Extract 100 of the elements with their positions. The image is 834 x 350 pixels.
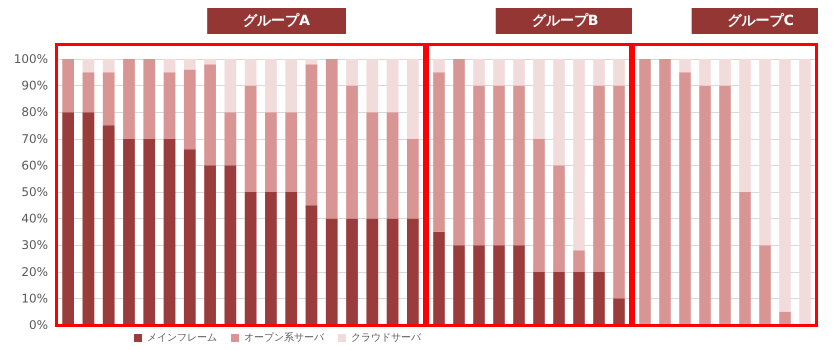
- bar: [613, 59, 625, 86]
- bar: [224, 165, 236, 325]
- bar: [306, 205, 318, 325]
- bar: [184, 59, 196, 70]
- bar: [123, 138, 135, 325]
- bar: [613, 86, 625, 298]
- bar: [760, 245, 772, 325]
- bar: [244, 192, 257, 325]
- bar: [593, 59, 605, 86]
- bar: [224, 59, 236, 112]
- bar: [680, 59, 692, 72]
- chart-title: グループB: [532, 12, 599, 29]
- bar: [62, 59, 74, 112]
- bar: [82, 112, 94, 325]
- bar: [573, 272, 585, 325]
- y-tick-label: 0%: [28, 318, 48, 332]
- bar: [164, 138, 176, 325]
- y-tick-label: 90%: [21, 78, 48, 93]
- bar: [82, 72, 94, 112]
- bar: [164, 72, 176, 139]
- bar: [760, 59, 772, 246]
- bar: [593, 86, 605, 272]
- bar: [265, 59, 277, 112]
- bar: [386, 218, 398, 325]
- bar: [473, 59, 485, 86]
- bar: [406, 138, 419, 219]
- bar: [326, 59, 338, 219]
- bar: [265, 112, 277, 192]
- bar: [800, 59, 812, 325]
- bar: [680, 72, 692, 325]
- chart-title: グループC: [728, 12, 794, 29]
- bar: [143, 59, 156, 139]
- bar: [493, 59, 505, 86]
- bar: [513, 245, 525, 325]
- bar: [306, 59, 318, 64]
- bar: [244, 86, 257, 192]
- bar: [553, 165, 565, 272]
- bar: [406, 218, 419, 325]
- legend-label: オープン系サーバ: [244, 332, 325, 344]
- bar: [493, 86, 505, 246]
- bar: [346, 86, 358, 219]
- y-tick-label: 100%: [14, 52, 48, 66]
- bar: [740, 192, 752, 325]
- bar: [533, 59, 545, 139]
- bar: [244, 59, 257, 86]
- bar: [285, 59, 298, 112]
- bar: [433, 59, 445, 72]
- bar: [513, 59, 525, 86]
- bar: [573, 59, 585, 251]
- bar: [453, 59, 465, 246]
- bar: [533, 138, 545, 272]
- bar: [553, 272, 565, 325]
- y-tick-label: 20%: [21, 264, 48, 279]
- bar: [593, 272, 605, 325]
- bar: [285, 192, 298, 325]
- bar: [366, 218, 378, 325]
- bar: [62, 112, 74, 325]
- bar: [473, 86, 485, 246]
- bar: [780, 312, 792, 325]
- bar: [184, 70, 196, 150]
- bar: [533, 272, 545, 325]
- bar: [366, 112, 378, 219]
- bar: [204, 59, 216, 64]
- chart-title: グループA: [243, 12, 310, 29]
- bar: [433, 72, 445, 232]
- bar: [204, 165, 216, 325]
- bar: [143, 138, 156, 325]
- bar: [366, 59, 378, 112]
- y-tick-label: 70%: [21, 132, 48, 146]
- bar: [204, 64, 216, 166]
- bar: [493, 245, 505, 325]
- y-tick-label: 10%: [21, 291, 48, 306]
- y-tick-label: 80%: [21, 105, 48, 120]
- bar: [406, 59, 419, 139]
- bar: [700, 86, 712, 325]
- bar: [573, 250, 585, 272]
- bar: [660, 59, 672, 325]
- bar: [780, 59, 792, 312]
- bar: [740, 59, 752, 192]
- bar: [433, 232, 445, 325]
- bar: [640, 59, 652, 325]
- bar: [82, 59, 94, 72]
- bar: [700, 59, 712, 86]
- bar: [265, 192, 277, 325]
- bar: [184, 149, 196, 325]
- bar: [306, 64, 318, 206]
- bar: [513, 86, 525, 246]
- y-tick-label: 50%: [21, 185, 48, 199]
- bar: [346, 59, 358, 86]
- legend-label: メインフレーム: [147, 332, 217, 344]
- bar: [720, 59, 732, 86]
- bar: [346, 218, 358, 325]
- bar: [326, 218, 338, 325]
- bar: [720, 86, 732, 325]
- bar: [102, 126, 115, 325]
- bar: [453, 245, 465, 325]
- bar: [102, 59, 115, 72]
- bar: [285, 112, 298, 192]
- y-tick-label: 60%: [21, 158, 48, 172]
- y-tick-label: 40%: [21, 212, 48, 226]
